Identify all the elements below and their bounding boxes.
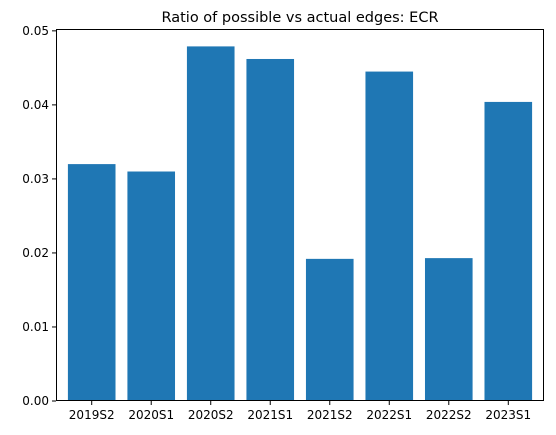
x-tick-label: 2021S1 xyxy=(247,408,293,422)
y-tick-label: 0.03 xyxy=(22,172,49,186)
x-axis: 2019S2 2020S1 2020S2 2021S1 2021S2 2022S1 2022… xyxy=(69,401,531,422)
x-tick-label: 2020S1 xyxy=(128,408,174,422)
plot-frame xyxy=(56,29,544,401)
bar-2021S2 xyxy=(305,258,354,401)
y-tick-label: 0.02 xyxy=(22,246,49,260)
y-tick-label: 0.04 xyxy=(22,98,49,112)
bar-2019S2 xyxy=(67,164,116,401)
y-axis: 0.00 0.01 0.02 0.03 0.04 0.05 xyxy=(22,24,56,408)
x-tick-label: 2022S1 xyxy=(366,408,412,422)
x-tick-label: 2020S2 xyxy=(188,408,234,422)
x-tick-label: 2022S2 xyxy=(426,408,472,422)
chart-title: Ratio of possible vs actual edges: ECR xyxy=(161,10,438,26)
y-tick-label: 0.05 xyxy=(22,24,49,38)
bar-2021S1 xyxy=(246,58,295,402)
x-tick-label: 2021S2 xyxy=(307,408,353,422)
x-tick-label: 2019S2 xyxy=(69,408,115,422)
bar-2023S1 xyxy=(484,101,533,401)
bar-2020S1 xyxy=(127,171,176,401)
bar-2022S2 xyxy=(424,258,473,401)
bars-group xyxy=(67,46,533,402)
y-tick-label: 0.01 xyxy=(22,320,49,334)
bar-2022S1 xyxy=(365,71,414,401)
bar-2020S2 xyxy=(186,46,235,402)
y-tick-label: 0.00 xyxy=(22,394,49,408)
x-tick-label: 2023S1 xyxy=(485,408,531,422)
